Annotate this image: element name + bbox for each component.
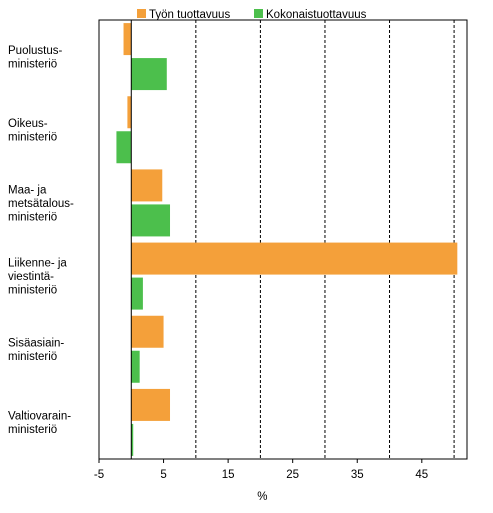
x-tick-label: 15	[222, 469, 235, 481]
bar-kokonaistuottavuus	[131, 277, 143, 310]
category-label: Oikeus-ministeriö	[8, 118, 57, 144]
bar-tyon-tuottavuus	[131, 315, 164, 348]
bar-tyon-tuottavuus	[127, 96, 132, 129]
category-label: Sisäasiain-ministeriö	[8, 338, 64, 364]
x-tick-label: 45	[415, 469, 428, 481]
legend-label: Työn tuottavuus	[149, 9, 230, 21]
bar-tyon-tuottavuus	[131, 169, 163, 202]
bar-kokonaistuottavuus	[116, 131, 132, 164]
bar-tyon-tuottavuus	[131, 242, 458, 275]
x-axis-ticks: -5 5 15 25 35 45	[94, 459, 428, 481]
bar-tyon-tuottavuus	[131, 388, 171, 421]
bar-kokonaistuottavuus	[131, 58, 167, 91]
bar-tyon-tuottavuus	[123, 23, 132, 56]
x-axis-label: %	[257, 491, 267, 503]
legend-swatch	[137, 9, 146, 18]
x-tick-label: -5	[94, 469, 104, 481]
bars	[116, 23, 458, 456]
x-tick-label: 25	[286, 469, 299, 481]
gridlines	[195, 20, 455, 459]
x-tick-label: 35	[351, 469, 364, 481]
x-tick-label: 5	[160, 469, 166, 481]
category-label: Maa- ja metsätalous-ministeriö	[8, 184, 74, 223]
legend-label: Kokonaistuottavuus	[266, 9, 367, 21]
legend: Työn tuottavuus Kokonaistuottavuus	[137, 9, 367, 21]
legend-swatch	[254, 9, 263, 18]
bar-kokonaistuottavuus	[131, 204, 171, 237]
bar-kokonaistuottavuus	[131, 423, 134, 456]
category-label: Liikenne- ja viestintä-ministeriö	[8, 258, 67, 297]
bar-kokonaistuottavuus	[131, 350, 140, 383]
category-label: Puolustus-ministeriö	[8, 45, 63, 70]
category-labels: Puolustus-ministeriö Oikeus-ministeriö Maa…	[8, 45, 74, 436]
category-label: Valtiovarain-ministeriö	[8, 411, 71, 437]
plot-area	[98, 19, 468, 460]
